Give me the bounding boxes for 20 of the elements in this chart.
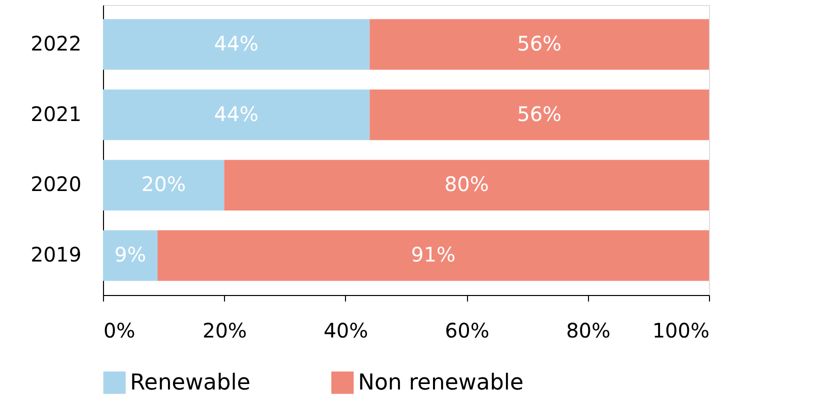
x-tick-label: 0% xyxy=(104,318,136,342)
y-tick-label: 2019 xyxy=(30,242,82,267)
x-tick-label: 60% xyxy=(444,318,490,342)
data-label: 9% xyxy=(114,242,146,267)
x-tick-label: 100% xyxy=(652,318,710,342)
data-label: 44% xyxy=(214,31,259,56)
y-tick-label: 2021 xyxy=(30,102,82,126)
data-label: 20% xyxy=(141,172,186,196)
y-tick-label: 2022 xyxy=(30,31,82,56)
legend-label: Non renewable xyxy=(358,370,524,396)
data-label: 80% xyxy=(444,172,489,196)
y-tick-label: 2020 xyxy=(30,172,82,196)
x-tick-label: 20% xyxy=(202,318,247,342)
data-label: 44% xyxy=(214,102,259,126)
x-tick-label: 80% xyxy=(566,318,611,342)
legend-label: Renewable xyxy=(130,370,250,396)
data-label: 56% xyxy=(517,31,562,56)
data-label: 56% xyxy=(517,102,562,126)
data-label: 91% xyxy=(411,242,456,267)
x-tick-label: 40% xyxy=(324,318,368,342)
